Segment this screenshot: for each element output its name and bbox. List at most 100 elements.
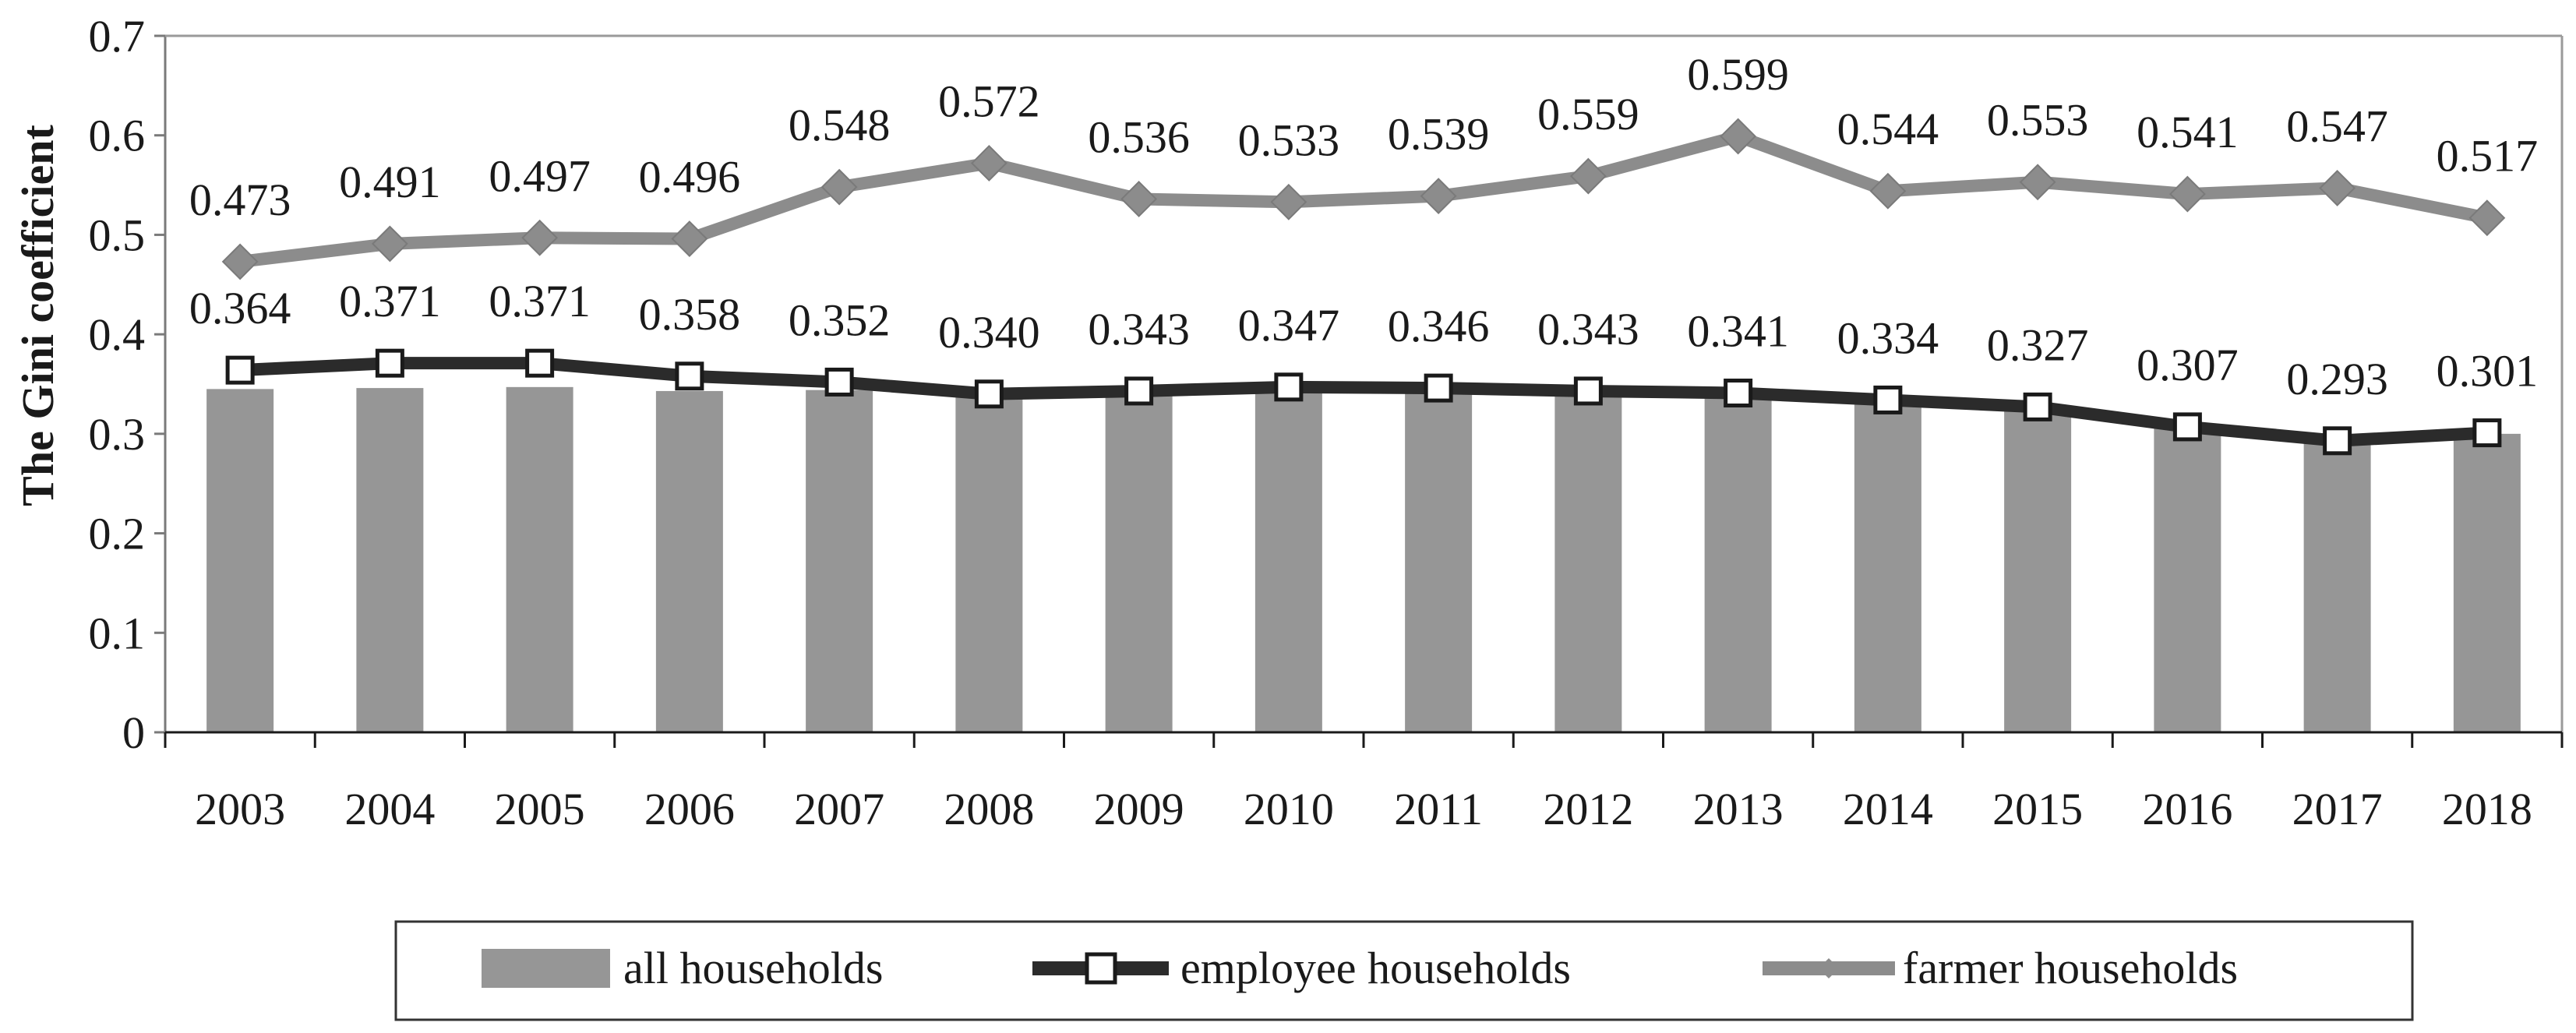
y-tick-label-0.4: 0.4 xyxy=(89,309,146,360)
employee-data-label-2017: 0.293 xyxy=(2286,354,2388,404)
employee-data-label-2007: 0.352 xyxy=(789,294,891,345)
farmer-data-label-2012: 0.559 xyxy=(1537,89,1639,139)
farmer-data-label-2010: 0.533 xyxy=(1238,115,1340,165)
bar-2015 xyxy=(2004,408,2072,732)
employee-marker-2015 xyxy=(2023,392,2052,421)
y-tick-label-0.1: 0.1 xyxy=(89,608,146,658)
employee-marker-2006 xyxy=(675,361,704,391)
employee-marker-2011 xyxy=(1424,373,1453,403)
bar-2008 xyxy=(955,396,1023,732)
farmer-marker-2012 xyxy=(1569,157,1607,195)
x-tick-label-2007: 2007 xyxy=(794,784,884,834)
employee-marker-2010 xyxy=(1274,372,1304,402)
x-tick-label-2018: 2018 xyxy=(2442,784,2532,834)
x-tick-label-2015: 2015 xyxy=(1992,784,2083,834)
employee-marker-2008 xyxy=(974,379,1004,409)
employee-data-label-2013: 0.341 xyxy=(1687,305,1789,356)
farmer-data-label-2004: 0.491 xyxy=(339,157,441,207)
farmer-marker-2016 xyxy=(2168,175,2206,213)
y-tick-label-0.3: 0.3 xyxy=(89,409,146,460)
farmer-marker-2018 xyxy=(2468,199,2506,237)
x-tick-label-2006: 2006 xyxy=(644,784,735,834)
farmer-marker-2008 xyxy=(970,145,1007,182)
lines-layer xyxy=(221,118,2506,456)
employee-data-label-2005: 0.371 xyxy=(489,276,591,326)
farmer-data-label-2014: 0.544 xyxy=(1837,104,1939,154)
employee-marker-2004 xyxy=(375,348,404,378)
legend-frame xyxy=(394,920,2414,1021)
employee-data-label-2014: 0.334 xyxy=(1837,312,1939,363)
bar-2012 xyxy=(1554,393,1622,732)
farmer-data-label-2018: 0.517 xyxy=(2437,131,2539,182)
bar-2009 xyxy=(1105,393,1173,732)
employee-marker-2013 xyxy=(1724,378,1753,407)
bar-2016 xyxy=(2154,428,2221,732)
employee-data-label-2008: 0.340 xyxy=(938,307,1040,358)
bar-2006 xyxy=(655,390,723,732)
x-tick-label-2003: 2003 xyxy=(195,784,285,834)
farmer-marker-2004 xyxy=(371,225,408,263)
employee-data-label-2016: 0.307 xyxy=(2137,340,2239,390)
farmer-marker-2017 xyxy=(2319,169,2356,206)
employee-data-label-2003: 0.364 xyxy=(189,283,291,333)
x-tick-label-2004: 2004 xyxy=(344,784,435,834)
employee-data-label-2011: 0.346 xyxy=(1388,301,1490,351)
bar-2013 xyxy=(1704,393,1772,732)
farmer-data-label-2008: 0.572 xyxy=(938,76,1040,126)
employee-households-line xyxy=(239,357,2488,447)
bar-2018 xyxy=(2453,433,2521,732)
y-tick-label-0.7: 0.7 xyxy=(89,11,146,62)
x-tick-label-2009: 2009 xyxy=(1094,784,1184,834)
y-tick-label-0.2: 0.2 xyxy=(89,509,146,559)
employee-marker-2018 xyxy=(2472,418,2502,448)
bar-2010 xyxy=(1254,389,1322,732)
employee-marker-2005 xyxy=(525,348,555,378)
farmer-marker-2009 xyxy=(1120,181,1158,217)
x-tick-label-2017: 2017 xyxy=(2292,784,2383,834)
farmer-marker-2007 xyxy=(820,168,858,206)
employee-data-label-2012: 0.343 xyxy=(1537,304,1639,354)
legend-label-employee-households: employee households xyxy=(1180,943,1571,993)
employee-data-label-2009: 0.343 xyxy=(1088,304,1190,354)
employee-data-label-2010: 0.347 xyxy=(1238,300,1340,351)
farmer-marker-2013 xyxy=(1720,118,1757,155)
x-tick-label-2011: 2011 xyxy=(1394,784,1483,834)
employee-marker-2003 xyxy=(225,355,255,385)
farmer-households-line xyxy=(239,129,2489,268)
farmer-marker-2010 xyxy=(1270,183,1307,220)
bar-2004 xyxy=(356,388,424,732)
bars-layer xyxy=(206,386,2521,732)
farmer-data-label-2005: 0.497 xyxy=(489,150,591,201)
employee-marker-2009 xyxy=(1124,376,1154,406)
axes-layer xyxy=(154,34,2564,748)
farmer-data-label-2015: 0.553 xyxy=(1987,95,2089,146)
employee-data-label-2018: 0.301 xyxy=(2437,346,2539,397)
employee-marker-2012 xyxy=(1573,376,1603,406)
x-tick-label-2005: 2005 xyxy=(495,784,585,834)
legend-bar-swatch xyxy=(482,949,610,988)
legend-farmer-marker xyxy=(1819,958,1839,978)
employee-data-label-2004: 0.371 xyxy=(339,276,441,326)
labels-layer: 0 0.1 0.2 0.3 0.4 0.5 0.6 0.7 2003 2004 2005 2006 20… xyxy=(89,11,2539,834)
y-tick-label-0.6: 0.6 xyxy=(89,111,146,161)
farmer-data-label-2003: 0.473 xyxy=(189,175,291,225)
bar-2005 xyxy=(506,386,573,732)
x-tick-label-2013: 2013 xyxy=(1693,784,1784,834)
bar-2014 xyxy=(1854,400,1921,732)
farmer-data-label-2013: 0.599 xyxy=(1687,49,1789,100)
farmer-data-label-2007: 0.548 xyxy=(789,100,891,150)
y-tick-label-0: 0 xyxy=(122,707,145,758)
farmer-marker-2015 xyxy=(2019,164,2056,201)
farmer-marker-2005 xyxy=(521,219,559,256)
employee-data-label-2015: 0.327 xyxy=(1987,319,2089,370)
x-tick-label-2012: 2012 xyxy=(1543,784,1633,834)
farmer-data-label-2016: 0.541 xyxy=(2137,107,2239,157)
legend-label-farmer-households: farmer households xyxy=(1903,943,2238,993)
employee-marker-2017 xyxy=(2323,426,2352,456)
x-tick-label-2016: 2016 xyxy=(2142,784,2232,834)
farmer-marker-2006 xyxy=(671,220,708,257)
farmer-data-label-2017: 0.547 xyxy=(2286,100,2388,151)
farmer-marker-2011 xyxy=(1420,178,1457,215)
employee-marker-2016 xyxy=(2172,412,2202,442)
